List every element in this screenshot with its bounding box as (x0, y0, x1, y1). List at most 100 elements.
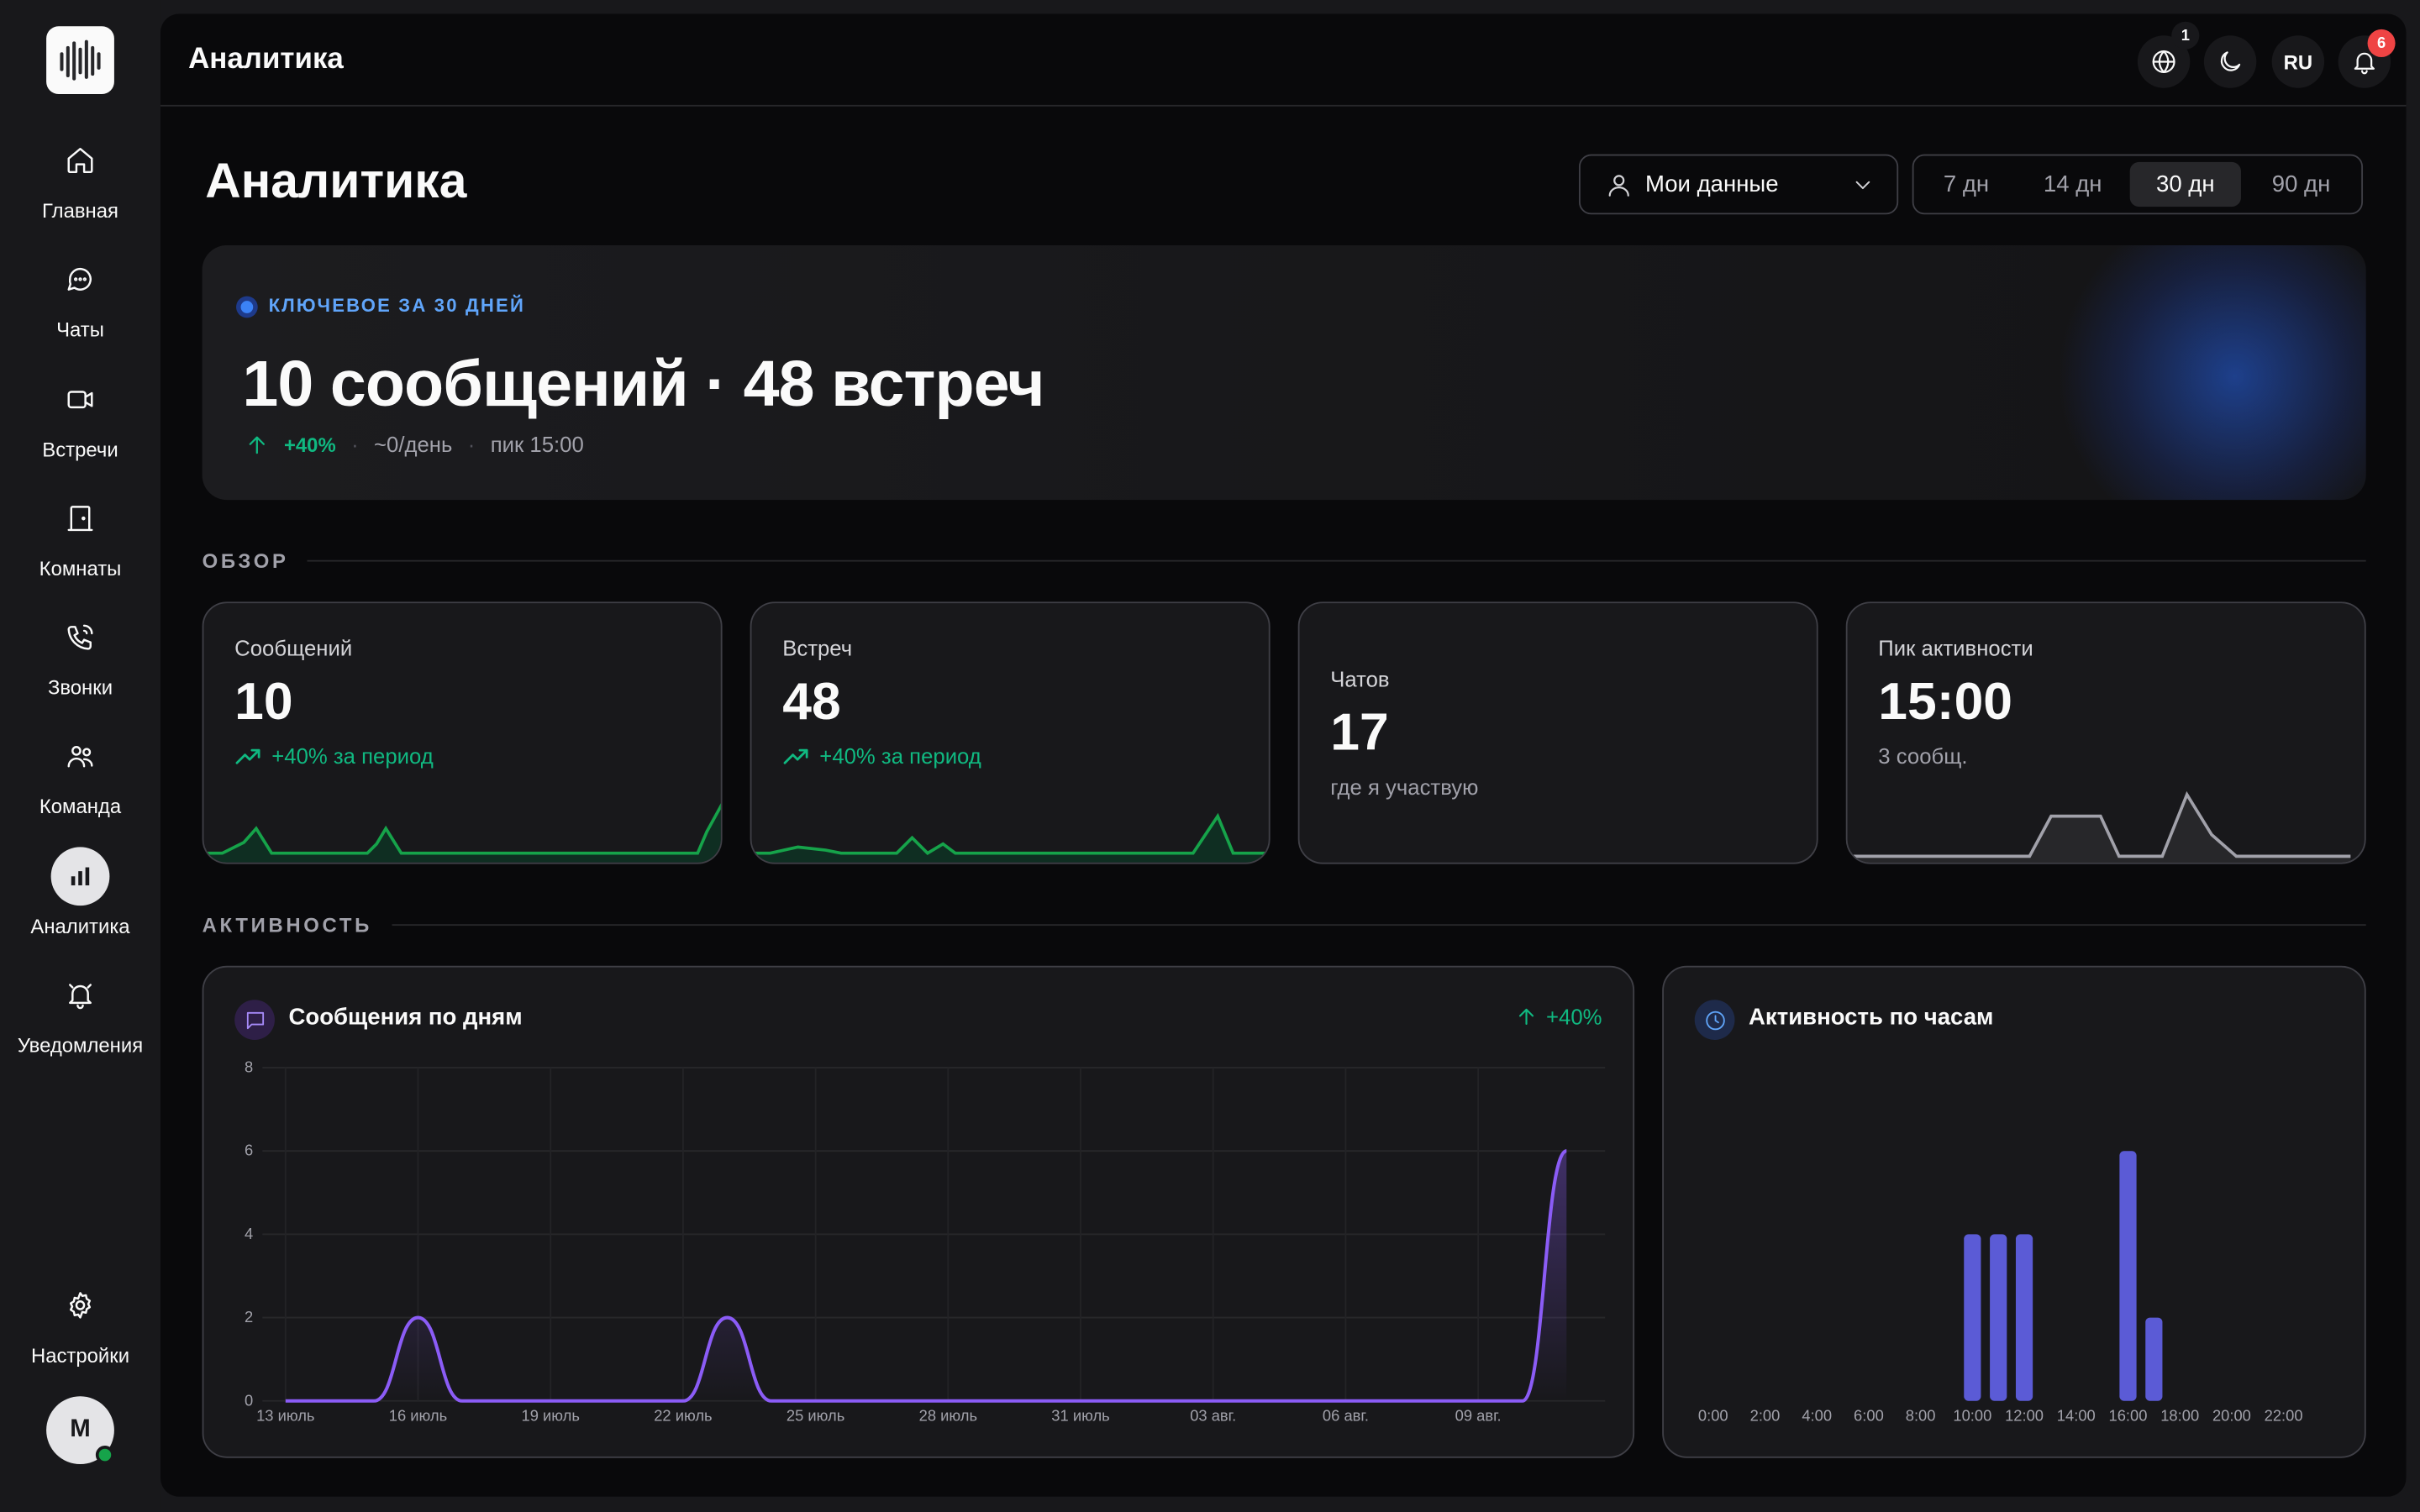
user-icon (1608, 174, 1629, 196)
x-tick-label: 8:00 (1906, 1407, 1936, 1425)
panel-title: Активность по часам (1749, 1004, 1994, 1031)
hour-bar (2015, 1234, 2033, 1401)
main-panel: Аналитика 1 RU 6 Аналитика Мои данные 7 … (160, 13, 2407, 1497)
period-14d[interactable]: 14 дн (2043, 171, 2102, 198)
activity-by-hour-panel: Активность по часам 0:00 2:00 4:00 6:00 8:00… (1662, 965, 2366, 1458)
stat-trend: +40% за период (782, 743, 981, 769)
series-line (285, 1149, 1568, 1403)
stat-card-meetings: Встреч 48 +40% за период (750, 601, 1270, 864)
phone-icon (51, 608, 110, 667)
panel-title: Сообщения по дням (288, 1004, 523, 1031)
hour-bar (2119, 1151, 2137, 1401)
banner-glow (2057, 245, 2366, 501)
period-90d[interactable]: 90 дн (2271, 171, 2331, 198)
stat-trend-text: +40% за период (819, 743, 981, 769)
stat-card-chats: Чатов 17 где я участвую (1297, 601, 1818, 864)
theme-toggle-button[interactable] (2203, 35, 2257, 88)
x-tick-label: 0:00 (1698, 1407, 1728, 1425)
sidebar-item-label: Аналитика (30, 915, 130, 938)
sidebar-item-notifications[interactable]: Уведомления (0, 966, 160, 1057)
sidebar-item-label: Команда (39, 794, 122, 818)
y-tick-label: 4 (245, 1225, 253, 1242)
sidebar-item-team[interactable]: Команда (0, 727, 160, 817)
x-tick-label: 4:00 (1802, 1407, 1832, 1425)
live-dot-icon (236, 296, 258, 318)
topbar: Аналитика 1 RU 6 (160, 14, 2407, 107)
x-tick-label: 6:00 (1854, 1407, 1884, 1425)
x-tick-label: 03 авг. (1190, 1407, 1236, 1425)
banner-kicker: КЛЮЧЕВОЕ ЗА 30 ДНЕЙ (268, 294, 526, 317)
meta-separator: · (467, 432, 476, 457)
hour-bar (1990, 1234, 2007, 1401)
banner-per-day: ~0/день (374, 432, 453, 457)
globe-badge: 1 (2171, 21, 2200, 50)
bell-icon (2354, 52, 2375, 75)
key-summary-banner: КЛЮЧЕВОЕ ЗА 30 ДНЕЙ 10 сообщений · 48 вс… (202, 245, 2366, 501)
chart-icon (50, 847, 110, 906)
x-tick-label: 16:00 (2109, 1407, 2148, 1425)
message-square-icon (234, 1000, 275, 1040)
sidebar-item-chats[interactable]: Чаты (0, 250, 160, 341)
x-tick-label: 28 июль (919, 1407, 977, 1425)
topbar-title: Аналитика (188, 43, 344, 76)
x-tick-label: 2:00 (1750, 1407, 1781, 1425)
stat-value: 17 (1330, 703, 1389, 763)
stat-label: Пик активности (1878, 635, 2033, 661)
section-divider (307, 559, 2366, 562)
x-tick-label: 25 июль (786, 1407, 844, 1425)
globe-icon (2152, 50, 2175, 73)
meetings-sparkline (751, 812, 1269, 863)
banner-meta: +40% · ~0/день · пик 15:00 (245, 432, 584, 457)
chat-icon (51, 250, 110, 309)
sidebar-item-label: Настройки (30, 1343, 130, 1368)
arrow-up-icon (249, 435, 265, 454)
sidebar-item-label: Звонки (47, 675, 113, 700)
hour-bar (2145, 1317, 2163, 1401)
language-button[interactable]: RU (2271, 35, 2325, 88)
stat-card-peak: Пик активности 15:00 3 сообщ. (1845, 601, 2366, 864)
sidebar: Главная Чаты Встречи Комнаты Звонки Кома… (0, 0, 161, 1512)
period-30d[interactable]: 30 дн (2129, 161, 2241, 207)
trending-up-icon (783, 748, 808, 764)
sidebar-item-analytics[interactable]: Аналитика (0, 847, 160, 938)
app-logo[interactable] (46, 26, 114, 95)
banner-change: +40% (283, 433, 336, 456)
clock-icon (1694, 1000, 1735, 1040)
x-tick-label: 19 июль (521, 1407, 579, 1425)
messages-sparkline (203, 803, 721, 863)
stat-subtext: 3 сообщ. (1878, 743, 1968, 769)
page-title: Аналитика (205, 152, 467, 208)
period-7d[interactable]: 7 дн (1943, 171, 1990, 198)
sidebar-item-settings[interactable]: Настройки (0, 1276, 160, 1367)
stat-label: Сообщений (234, 635, 353, 661)
stat-card-messages: Сообщений 10 +40% за период (202, 601, 723, 864)
messages-per-day-panel: Сообщения по дням +40% 0 2 4 6 8 13 июль 16 ию… (202, 965, 1635, 1458)
stat-subtext: где я участвую (1330, 774, 1479, 800)
hour-bar (1964, 1234, 1981, 1401)
hourly-bar-chart: 0:00 2:00 4:00 6:00 8:00 10:00 12:00 14:00 16:00… (1698, 1151, 2303, 1425)
period-selector: 7 дн 14 дн 30 дн 90 дн (1912, 154, 2364, 215)
peak-sparkline (1847, 790, 2351, 863)
sidebar-item-meetings[interactable]: Встречи (0, 370, 160, 461)
x-tick-label: 18:00 (2160, 1407, 2199, 1425)
trending-up-icon (235, 748, 260, 764)
sidebar-item-home[interactable]: Главная (0, 131, 160, 222)
scope-select[interactable]: Мои данные (1578, 154, 1899, 215)
x-tick-label: 20:00 (2212, 1407, 2251, 1425)
sidebar-item-label: Чаты (56, 318, 104, 341)
series-area (285, 1151, 1567, 1401)
sidebar-item-calls[interactable]: Звонки (0, 608, 160, 699)
y-tick-label: 0 (245, 1391, 253, 1409)
bell-icon (51, 966, 110, 1025)
y-tick-label: 2 (245, 1308, 253, 1326)
online-status-dot (95, 1446, 114, 1465)
sidebar-item-label: Комнаты (39, 557, 122, 580)
messages-line-chart: 0 2 4 6 8 13 июль 16 июль 19 июль 22 июль 25 июль… (245, 1058, 1606, 1425)
notification-count-badge: 6 (2367, 29, 2396, 57)
stat-trend-text: +40% за период (271, 743, 434, 769)
arrow-up-icon (1518, 1008, 1534, 1026)
x-tick-label: 09 авг. (1455, 1407, 1502, 1425)
sidebar-item-rooms[interactable]: Комнаты (0, 489, 160, 580)
x-tick-label: 13 июль (256, 1407, 314, 1425)
banner-peak: пик 15:00 (490, 432, 584, 457)
